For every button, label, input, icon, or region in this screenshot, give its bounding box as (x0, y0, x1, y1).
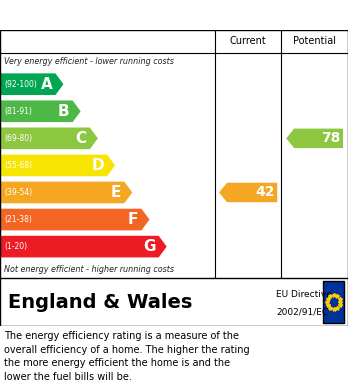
Text: Very energy efficient - lower running costs: Very energy efficient - lower running co… (4, 57, 174, 66)
Polygon shape (0, 74, 63, 95)
Text: (92-100): (92-100) (4, 80, 37, 89)
Polygon shape (0, 100, 81, 122)
Text: E: E (111, 185, 121, 200)
Text: (81-91): (81-91) (4, 107, 32, 116)
Text: 78: 78 (322, 131, 341, 145)
Text: 42: 42 (256, 185, 275, 199)
Text: C: C (76, 131, 87, 146)
Text: (39-54): (39-54) (4, 188, 32, 197)
Polygon shape (286, 129, 343, 148)
Text: EU Directive: EU Directive (276, 290, 332, 299)
Polygon shape (0, 209, 150, 230)
Text: (55-68): (55-68) (4, 161, 32, 170)
Bar (323, 281, 344, 323)
Text: Energy Efficiency Rating: Energy Efficiency Rating (10, 7, 220, 23)
Text: G: G (143, 239, 156, 254)
Text: (69-80): (69-80) (4, 134, 32, 143)
Text: Current: Current (230, 36, 267, 47)
Text: England & Wales: England & Wales (8, 292, 192, 312)
Text: Potential: Potential (293, 36, 336, 47)
Text: A: A (41, 77, 53, 92)
Polygon shape (219, 183, 277, 202)
Polygon shape (0, 236, 167, 257)
Polygon shape (0, 182, 132, 203)
Text: (1-20): (1-20) (4, 242, 27, 251)
Text: 2002/91/EC: 2002/91/EC (276, 307, 328, 316)
Text: (21-38): (21-38) (4, 215, 32, 224)
Polygon shape (0, 127, 98, 149)
Text: F: F (128, 212, 139, 227)
Text: The energy efficiency rating is a measure of the
overall efficiency of a home. T: The energy efficiency rating is a measur… (4, 331, 250, 382)
Polygon shape (0, 154, 115, 176)
Text: D: D (92, 158, 104, 173)
Text: B: B (58, 104, 70, 119)
Text: Not energy efficient - higher running costs: Not energy efficient - higher running co… (4, 265, 174, 274)
